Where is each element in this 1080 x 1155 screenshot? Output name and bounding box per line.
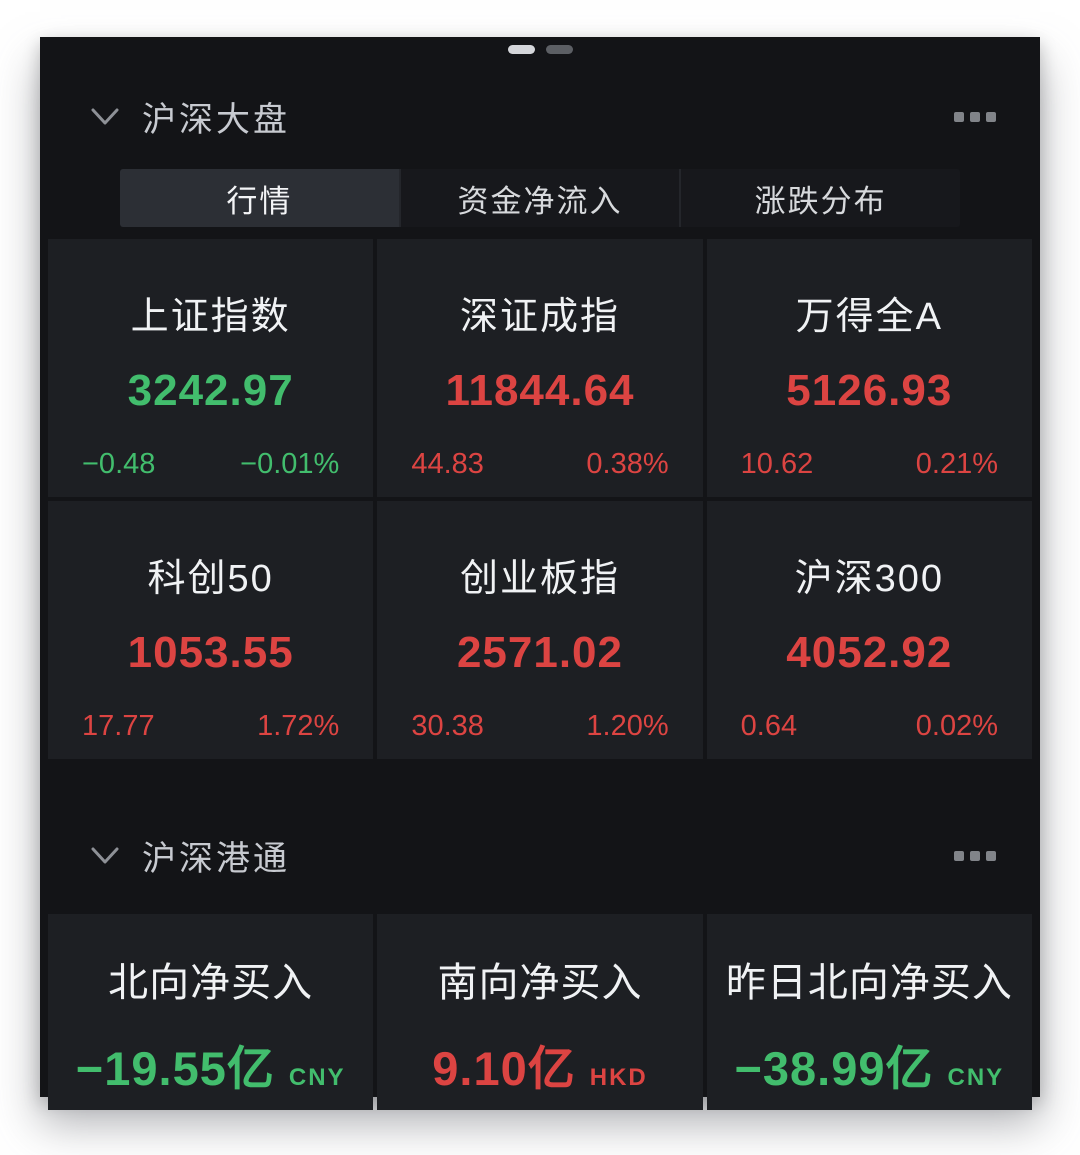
index-change-pct: 0.02%: [915, 710, 998, 742]
currency-label: CNY: [947, 1064, 1005, 1091]
index-name: 上证指数: [130, 296, 291, 338]
index-name: 科创50: [147, 558, 274, 600]
connect-title: 南向净买入: [437, 961, 643, 1005]
index-value: 2571.02: [456, 628, 624, 677]
page-indicator: [40, 37, 1040, 54]
connect-card-northbound[interactable]: 北向净买入 −19.55亿 CNY: [48, 914, 374, 1110]
connect-card-northbound-yesterday[interactable]: 昨日北向净买入 −38.99亿 CNY: [706, 914, 1032, 1110]
index-value: 3242.97: [127, 366, 294, 415]
index-name: 创业板指: [459, 558, 620, 600]
index-change: 30.38: [411, 710, 484, 742]
index-value: 11844.64: [445, 366, 635, 415]
index-name: 万得全A: [795, 296, 943, 338]
connect-title: 昨日北向净买入: [725, 961, 1013, 1005]
section-header-market: 沪深大盘: [40, 54, 1040, 169]
chevron-down-icon[interactable]: [90, 107, 120, 127]
index-change-pct: 1.20%: [586, 710, 669, 742]
index-change-pct: 0.21%: [915, 448, 998, 480]
index-card-szse[interactable]: 深证成指 11844.64 44.83 0.38%: [377, 239, 703, 497]
tab-net-inflow[interactable]: 资金净流入: [398, 169, 680, 227]
section-header-connect: 沪深港通: [40, 759, 1040, 914]
currency-label: CNY: [288, 1064, 346, 1091]
index-card-csi300[interactable]: 沪深300 4052.92 0.64 0.02%: [706, 501, 1032, 759]
section-title: 沪深港通: [142, 840, 290, 878]
index-value: 1053.55: [127, 628, 294, 677]
chevron-down-icon[interactable]: [90, 846, 120, 866]
page-dot-active[interactable]: [507, 45, 535, 54]
index-change-pct: 1.72%: [257, 710, 340, 742]
index-change: 0.64: [740, 710, 798, 742]
index-change: 10.62: [740, 448, 814, 480]
connect-value: −19.55亿: [75, 1042, 275, 1095]
connect-value: −38.99亿: [734, 1042, 934, 1095]
connect-value: 9.10亿: [432, 1042, 576, 1095]
connect-card-grid: 北向净买入 −19.55亿 CNY 南向净买入 9.10亿 HKD 昨日北向净买…: [48, 914, 1032, 1110]
index-change: 44.83: [411, 448, 484, 480]
currency-label: HKD: [589, 1064, 648, 1091]
index-value: 4052.92: [786, 628, 953, 677]
tab-updown-distribution[interactable]: 涨跌分布: [679, 169, 960, 227]
market-tabbar: 行情 资金净流入 涨跌分布: [120, 169, 960, 227]
index-name: 深证成指: [459, 296, 620, 338]
connect-card-southbound[interactable]: 南向净买入 9.10亿 HKD: [377, 914, 703, 1110]
index-change: 17.77: [82, 710, 155, 742]
index-change: −0.48: [82, 448, 156, 480]
index-card-chinext[interactable]: 创业板指 2571.02 30.38 1.20%: [377, 501, 703, 759]
index-change-pct: 0.38%: [586, 448, 669, 480]
section-title: 沪深大盘: [142, 101, 290, 139]
index-card-wind-all-a[interactable]: 万得全A 5126.93 10.62 0.21%: [706, 239, 1032, 497]
more-menu-icon[interactable]: [952, 845, 998, 867]
page-dot[interactable]: [545, 45, 573, 54]
more-menu-icon[interactable]: [952, 106, 998, 128]
index-card-grid: 上证指数 3242.97 −0.48 −0.01% 深证成指 11844.64 …: [48, 239, 1032, 759]
index-name: 沪深300: [794, 558, 945, 600]
market-widget-panel: 沪深大盘 行情 资金净流入 涨跌分布 上证指数 3242.97 −0.48 −0…: [40, 37, 1040, 1110]
index-change-pct: −0.01%: [240, 448, 340, 480]
tab-quotes[interactable]: 行情: [120, 169, 399, 227]
index-card-sse[interactable]: 上证指数 3242.97 −0.48 −0.01%: [48, 239, 374, 497]
index-value: 5126.93: [786, 366, 953, 415]
connect-title: 北向净买入: [108, 961, 314, 1005]
index-card-star50[interactable]: 科创50 1053.55 17.77 1.72%: [48, 501, 374, 759]
